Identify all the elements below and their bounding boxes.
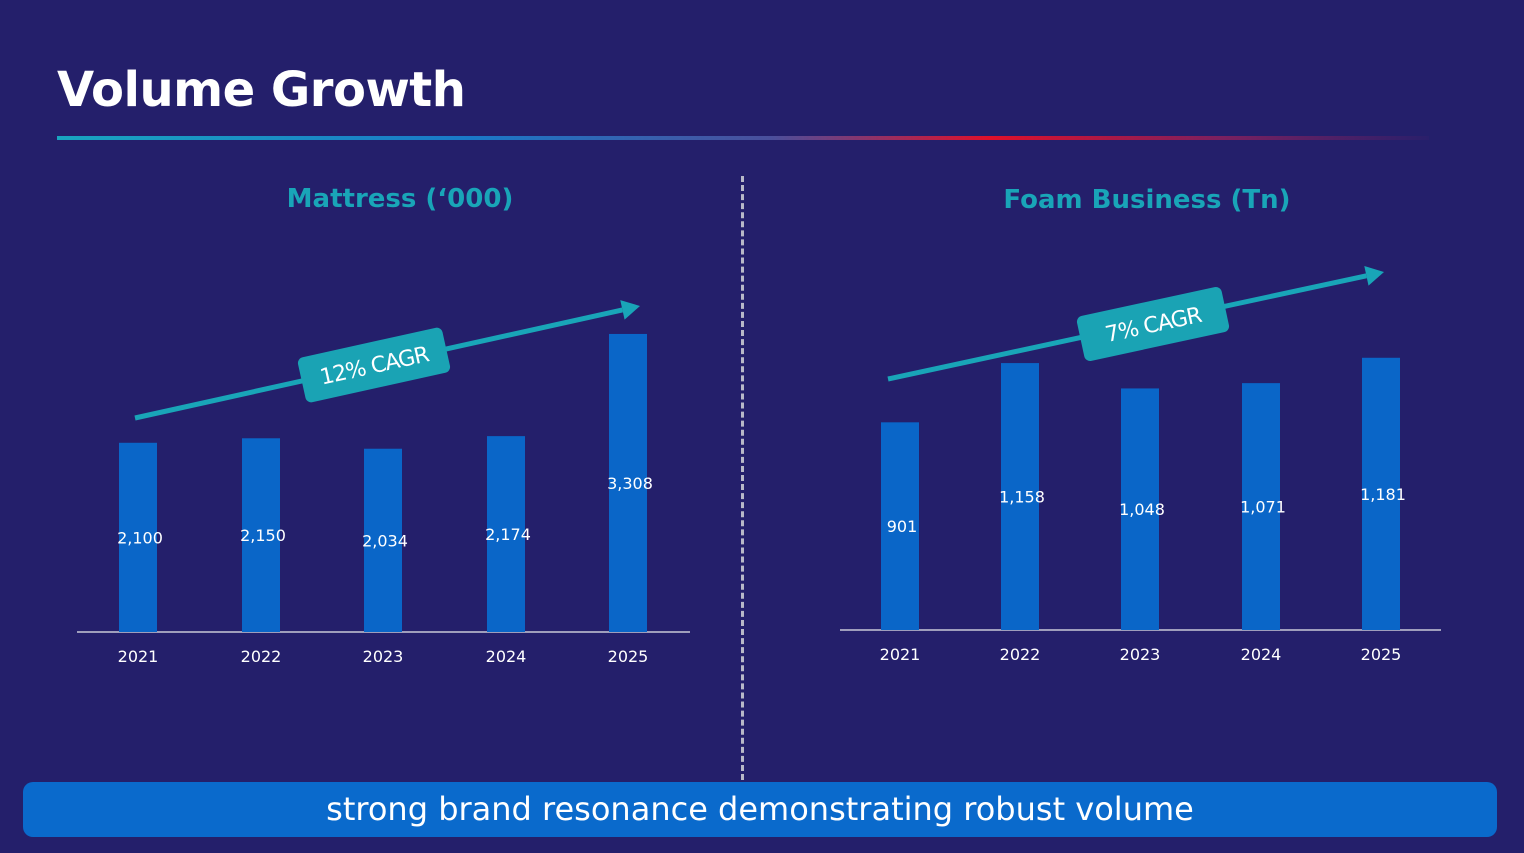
mattress-bar-2021 — [119, 442, 157, 632]
foam-bar-2024 — [1242, 383, 1280, 630]
foam-tick-label-2024: 2024 — [1241, 645, 1282, 664]
foam-value-label-2022: 1,158 — [999, 488, 1045, 507]
mattress-cagr-badge-bg — [297, 327, 451, 403]
foam-value-label-2023: 1,048 — [1119, 500, 1165, 519]
mattress-bar-2022 — [242, 438, 280, 632]
foam-tick-label-2023: 2023 — [1120, 645, 1161, 664]
foam-bar-2025 — [1362, 357, 1400, 630]
mattress-cagr-arrowhead — [620, 300, 640, 320]
mattress-bar-2023 — [364, 448, 402, 632]
foam-cagr-badge: 7% CAGR — [1076, 287, 1230, 361]
mattress-value-label-2025: 3,308 — [607, 474, 653, 493]
foam-tick-label-2021: 2021 — [880, 645, 921, 664]
foam-chart-title: Foam Business (Tn) — [1003, 185, 1291, 215]
foam-value-label-2025: 1,181 — [1360, 485, 1406, 504]
foam-cagr-arrowhead — [1364, 266, 1384, 286]
foam-bar-2022 — [1001, 363, 1039, 630]
mattress-value-label-2024: 2,174 — [485, 525, 531, 544]
foam-value-label-2021: 901 — [887, 517, 918, 536]
chart-divider — [741, 176, 744, 780]
mattress-bar-2024 — [487, 436, 525, 632]
mattress-tick-label-2023: 2023 — [363, 647, 404, 666]
title-underline — [57, 136, 1429, 140]
foam-bar-2023 — [1121, 388, 1159, 630]
foam-cagr-badge-bg — [1076, 287, 1230, 361]
mattress-value-label-2023: 2,034 — [362, 531, 408, 550]
foam-tick-label-2022: 2022 — [1000, 645, 1041, 664]
mattress-tick-label-2021: 2021 — [118, 647, 159, 666]
mattress-tick-label-2024: 2024 — [486, 647, 527, 666]
mattress-tick-label-2022: 2022 — [241, 647, 282, 666]
mattress-value-label-2022: 2,150 — [240, 526, 286, 545]
page-title: Volume Growth — [57, 62, 466, 118]
foam-tick-label-2025: 2025 — [1361, 645, 1402, 664]
mattress-bar-2025 — [609, 333, 647, 632]
footer-banner: strong brand resonance demonstrating rob… — [23, 782, 1497, 837]
mattress-chart-title: Mattress (‘000) — [286, 184, 514, 214]
foam-value-label-2024: 1,071 — [1240, 498, 1286, 517]
mattress-value-label-2021: 2,100 — [117, 528, 163, 547]
mattress-cagr-badge: 12% CAGR — [297, 327, 451, 403]
mattress-tick-label-2025: 2025 — [608, 647, 649, 666]
foam-bar-2021 — [881, 422, 919, 630]
